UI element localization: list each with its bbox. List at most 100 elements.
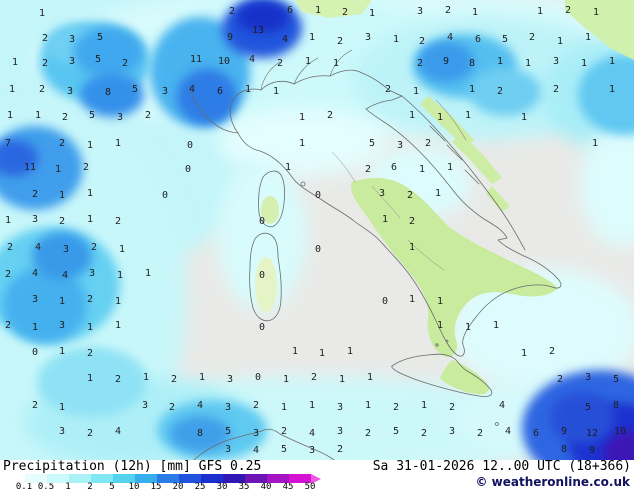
precip-value: 1 [435,188,441,199]
precip-value: 2 [557,374,563,385]
precip-value: 1 [283,374,289,385]
scale-label: 25 [194,482,206,490]
precip-value: 4 [62,270,68,281]
precip-value: 1 [525,58,531,69]
precip-value: 1 [115,296,121,307]
precip-value: 1 [119,244,125,255]
precip-value: 1 [299,138,305,149]
precip-value: 4 [35,242,41,253]
precip-value: 0 [255,372,261,383]
scale-segment: 0.1 [3,474,32,490]
scale-label: 2 [87,482,93,490]
precip-value: 1 [469,84,475,95]
precip-value: 1 [593,7,599,18]
precip-value: 1 [339,374,345,385]
precip-value: 3 [253,428,259,439]
precip-value: 2 [549,346,555,357]
precip-value: 2 [7,242,13,253]
precip-value: 2 [42,33,48,44]
precip-value: 2 [497,86,503,97]
precip-value: 1 [309,32,315,43]
precip-value: 1 [409,294,415,305]
precip-value: 1 [472,7,478,18]
legend-title: Precipitation (12h) [mm] GFS 0.25 [3,459,262,474]
precip-value: 1 [87,373,93,384]
precip-value: 2 [171,374,177,385]
scale-label: 0.1 [15,482,33,490]
scale-segment: 40 [245,474,271,490]
precip-value: 1 [521,348,527,359]
datetime-label: Sa 31-01-2026 12..00 UTC (18+366) [372,459,631,474]
precip-value: 3 [59,320,65,331]
scale-label: 15 [150,482,162,490]
precip-value: 3 [63,244,69,255]
precip-value: 1 [365,400,371,411]
precip-value: 4 [499,400,505,411]
precip-value: 3 [69,56,75,67]
precip-value: 1 [421,400,427,411]
precip-value: 8 [105,87,111,98]
precip-value: 1 [382,214,388,225]
precip-value: 0 [259,322,265,333]
precip-value: 11 [24,162,36,173]
precip-value: 1 [9,84,15,95]
precip-value: 0 [32,347,38,358]
precip-value: 3 [89,268,95,279]
precip-value: 3 [379,188,385,199]
precip-value: 1 [245,84,251,95]
precip-value: 6 [217,86,223,97]
precip-value: 2 [87,348,93,359]
precip-value: 9 [561,426,567,437]
precip-value: 6 [533,428,539,439]
precip-value: 3 [397,140,403,151]
precip-value: 3 [309,445,315,456]
precip-value: 3 [337,426,343,437]
precip-value: 0 [382,296,388,307]
precip-value: 3 [32,214,38,225]
precip-value: 4 [197,400,203,411]
coastlines-borders [189,49,562,460]
precip-value: 2 [32,400,38,411]
precip-value: 2 [5,320,11,331]
precip-value: 1 [59,296,65,307]
precip-value: 1 [437,296,443,307]
precip-value: 3 [67,86,73,97]
legend-scale-row: 0.1 0.5 1 2 5 10 15 20 25 30 35 40 45 50 © weatheronl… [0,473,634,490]
precip-value: 8 [197,428,203,439]
precip-value: 2 [115,216,121,227]
precip-value: 2 [393,402,399,413]
precip-value: 1 [409,242,415,253]
precip-value: 2 [87,428,93,439]
scale-segment: 20 [157,474,183,490]
scale-segment: 45 [267,474,293,490]
precip-value: 2 [42,58,48,69]
precip-value: 1 [315,5,321,16]
precip-value: 1 [581,58,587,69]
precipitation-map: 1 2 6 1 2 1 3 2 1 1 2 1 2 3 5 9 13 4 1 2 3 1 2 4 6 5 2 1 1 1 2 3 5 2 11 10 4… [0,0,634,460]
scale-segment: 1 [47,474,71,490]
precip-value: 5 [393,426,399,437]
precip-value: 2 [417,58,423,69]
precip-value: 1 [369,8,375,19]
precip-value: 2 [83,162,89,173]
precip-value: 1 [497,56,503,67]
precip-value: 2 [122,58,128,69]
precip-value: 1 [557,36,563,47]
precip-value: 3 [227,374,233,385]
scale-segment: 50 [289,474,315,490]
precip-value: 0 [259,270,265,281]
precip-value: 2 [365,164,371,175]
legend-bar: Precipitation (12h) [mm] GFS 0.25 Sa 31-… [0,460,634,490]
precip-value: 3 [449,426,455,437]
scale-label: 1 [65,482,71,490]
precip-value: 2 [425,138,431,149]
precip-value: 1 [367,372,373,383]
precip-value: 2 [421,428,427,439]
precip-value: 0 [315,244,321,255]
precip-value: 2 [145,110,151,121]
precip-value: 5 [281,444,287,455]
scale-segment: 2 [69,474,93,490]
precip-value: 0 [162,190,168,201]
